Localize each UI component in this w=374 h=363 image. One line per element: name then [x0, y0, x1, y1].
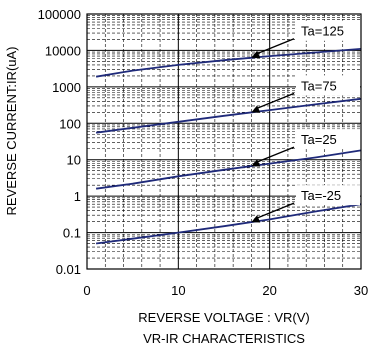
callout-arrowhead	[251, 215, 261, 223]
series-line	[95, 97, 362, 134]
y-tick-label: 0.1	[63, 226, 81, 241]
y-tick-label: 100000	[38, 7, 81, 22]
callout-arrowhead	[251, 50, 261, 59]
callout-label: Ta=-25	[301, 188, 341, 203]
callout-box	[296, 185, 360, 206]
callout-arrow	[254, 38, 295, 56]
y-tick-label: 1	[74, 189, 81, 204]
callout-arrowhead	[251, 159, 261, 167]
series-line	[95, 48, 362, 78]
callout-box	[296, 20, 360, 41]
grid	[87, 13, 361, 270]
chart-title: VR-IR CHARACTERISTICS	[143, 331, 305, 346]
callout-box	[296, 75, 360, 96]
x-tick-label: 20	[262, 283, 276, 298]
tick-labels: 0.01 0.1 1 10 100 1000 10000 100000 0 10 20 30	[38, 7, 369, 298]
plot-area-frame	[86, 13, 362, 270]
callout-arrow	[254, 202, 295, 220]
y-tick-label: 100	[59, 116, 81, 131]
callout-arrow	[254, 92, 295, 111]
series-callouts: Ta=125 Ta=75 Ta=25 Ta=-25	[251, 20, 360, 223]
y-tick-label: 10	[67, 153, 81, 168]
callout-arrowhead	[251, 105, 261, 113]
y-tick-label: 10000	[45, 43, 81, 58]
x-tick-label: 30	[354, 283, 368, 298]
x-tick-label: 10	[171, 283, 185, 298]
x-axis-title: REVERSE VOLTAGE : VR(V)	[138, 310, 309, 325]
y-tick-label: 1000	[52, 80, 81, 95]
series-lines	[95, 48, 362, 245]
callout-label: Ta=75	[301, 78, 337, 93]
series-line	[95, 149, 362, 190]
callout-arrow	[254, 146, 295, 164]
callout-label: Ta=125	[301, 24, 344, 39]
callout-box	[296, 129, 360, 150]
callout-label: Ta=25	[301, 132, 337, 147]
y-axis-title: REVERSE CURRENT:IR(uA)	[4, 46, 19, 215]
y-tick-label: 0.01	[56, 262, 81, 277]
x-tick-label: 0	[83, 283, 90, 298]
series-line	[95, 203, 362, 245]
